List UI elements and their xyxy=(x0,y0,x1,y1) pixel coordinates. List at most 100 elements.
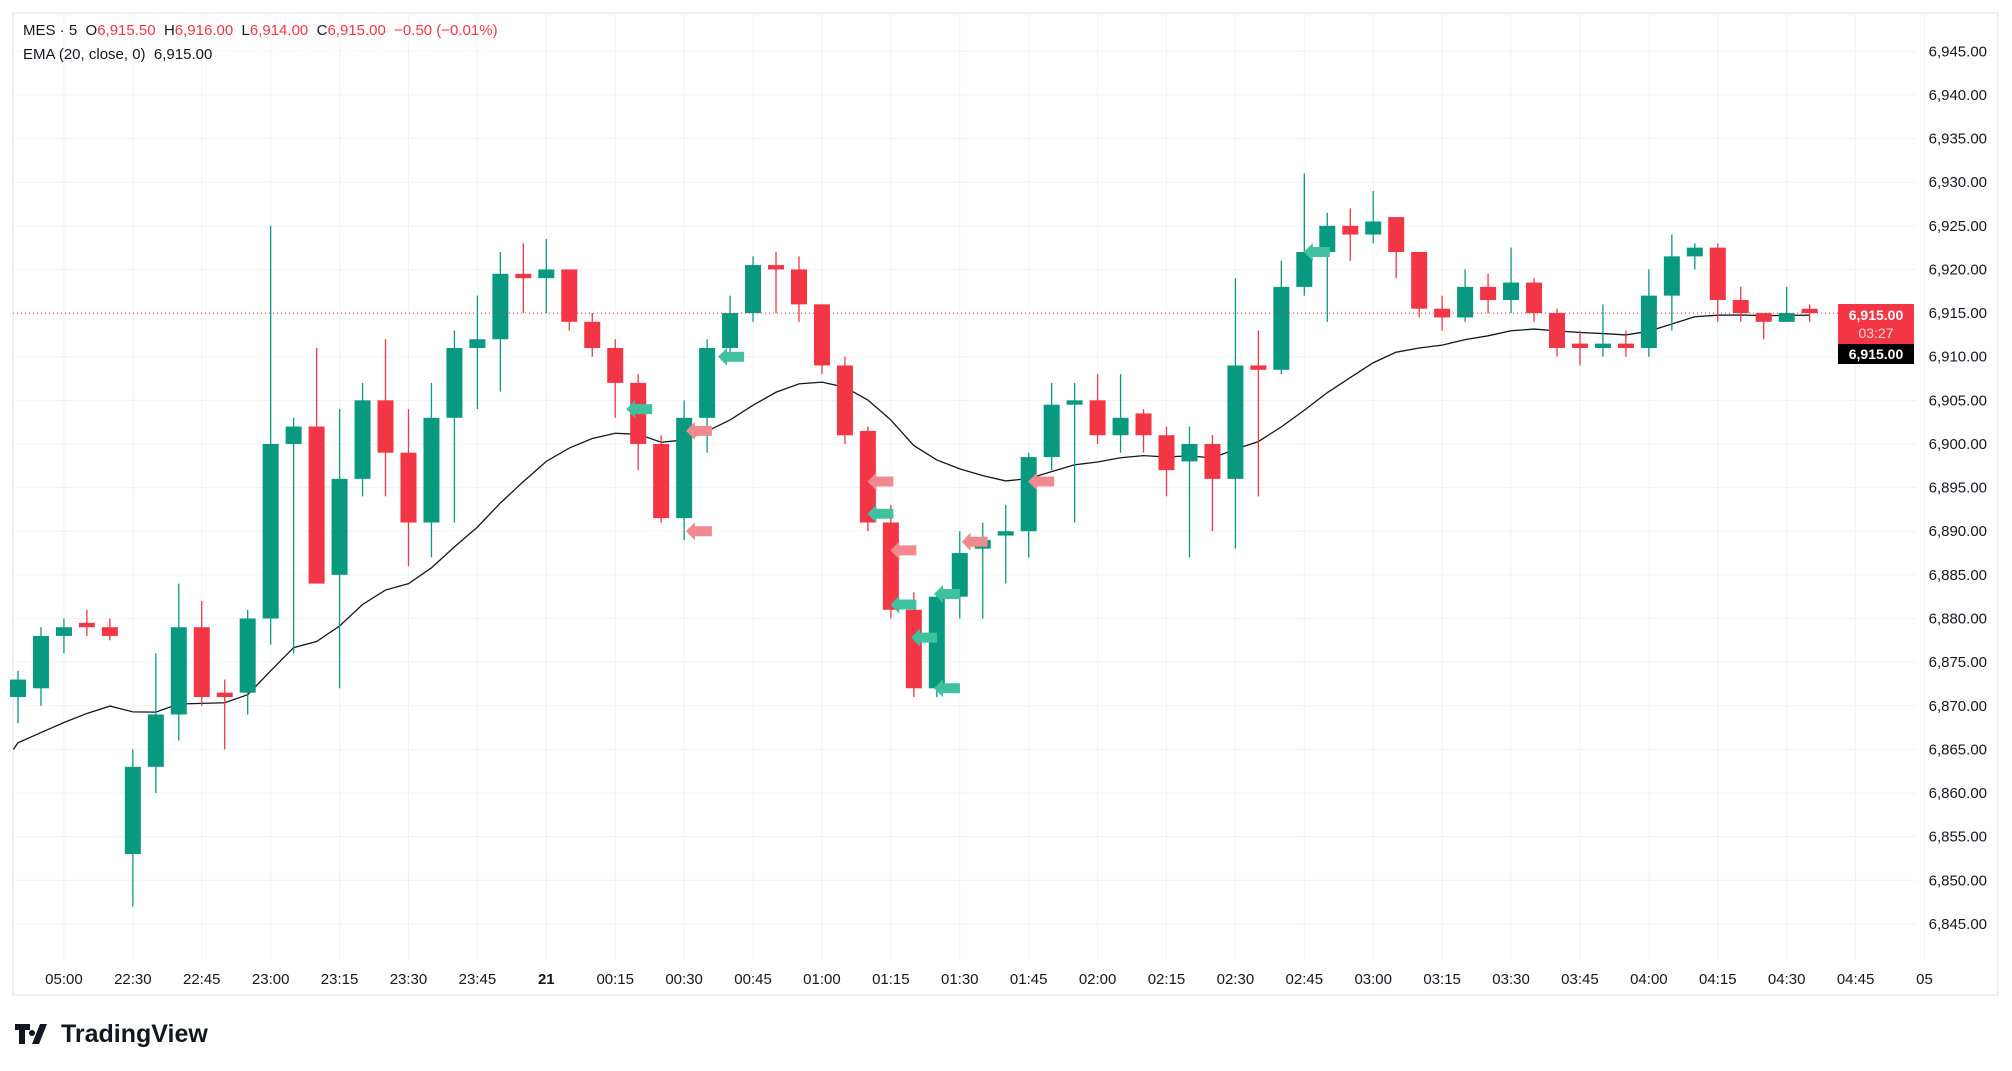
ema-value: 6,915.00 xyxy=(153,46,213,63)
x-tick-label: 04:30 xyxy=(1768,971,1806,988)
candle-up xyxy=(492,273,509,340)
candle-down xyxy=(836,365,853,436)
candle-down xyxy=(1617,343,1634,348)
ema-line xyxy=(12,314,1810,750)
x-tick-label: 01:00 xyxy=(803,971,841,988)
x-tick-label: 03:45 xyxy=(1561,971,1599,988)
y-tick-label: 6,930.00 xyxy=(1929,174,1987,191)
candle-down xyxy=(1250,365,1267,370)
high-value: 6,916.00 xyxy=(174,22,234,39)
y-tick-label: 6,845.00 xyxy=(1929,916,1987,933)
candle-up xyxy=(1043,404,1060,458)
x-tick-label: 04:15 xyxy=(1699,971,1737,988)
candle-up xyxy=(722,313,739,348)
candle-down xyxy=(1732,299,1749,314)
buy-execution-arrow-icon xyxy=(933,585,960,604)
x-tick-label: 03:15 xyxy=(1423,971,1461,988)
candle-up xyxy=(1594,343,1611,348)
y-tick-label: 6,885.00 xyxy=(1929,567,1987,584)
sell-execution-arrow-icon xyxy=(867,472,894,491)
candle-down xyxy=(584,321,601,348)
candle-up xyxy=(745,265,762,314)
candle-up xyxy=(1066,400,1083,405)
candle-down xyxy=(1158,435,1175,471)
y-tick-label: 6,945.00 xyxy=(1929,43,1987,60)
tradingview-logo-icon xyxy=(15,1023,47,1044)
candle-down xyxy=(1434,308,1451,318)
candle-down xyxy=(905,609,922,689)
sell-execution-arrow-icon xyxy=(890,541,917,560)
x-tick-label: 02:30 xyxy=(1217,971,1255,988)
candle-up xyxy=(699,347,716,418)
x-tick-label: 02:45 xyxy=(1286,971,1324,988)
candle-down xyxy=(1135,413,1152,436)
y-tick-label: 6,925.00 xyxy=(1929,218,1987,235)
candle-up xyxy=(331,478,348,575)
candle-up xyxy=(538,269,555,279)
symbol[interactable]: MES · 5 xyxy=(23,22,78,39)
candle-up xyxy=(423,417,440,523)
candle-up xyxy=(997,531,1014,536)
last-price: 6,915.00 xyxy=(1848,307,1904,323)
y-tick-label: 6,895.00 xyxy=(1929,480,1987,497)
buy-execution-arrow-icon xyxy=(1303,242,1330,261)
y-tick-label: 6,875.00 xyxy=(1929,654,1987,671)
candle-down xyxy=(768,265,785,270)
brand-name: TradingView xyxy=(61,1020,208,1048)
candle-up xyxy=(147,714,164,767)
candle-down xyxy=(790,269,807,305)
candle-up xyxy=(1319,225,1336,252)
x-tick-label: 00:15 xyxy=(596,971,634,988)
candle-up xyxy=(239,618,256,693)
candle-up xyxy=(10,679,26,698)
buy-execution-arrow-icon xyxy=(867,504,894,523)
candle-up xyxy=(1457,286,1474,318)
sell-execution-arrow-icon xyxy=(1028,472,1055,491)
candle-down xyxy=(1548,313,1565,348)
candle-up xyxy=(262,443,279,619)
last-price-label: 6,915.00 03:27 xyxy=(1838,304,1914,344)
x-tick-label: 01:45 xyxy=(1010,971,1048,988)
x-tick-label: 03:30 xyxy=(1492,971,1530,988)
open-value: 6,915.50 xyxy=(97,22,156,39)
candle-down xyxy=(1342,225,1359,235)
y-tick-label: 6,935.00 xyxy=(1929,131,1987,148)
candle-up xyxy=(124,766,141,855)
candle-up xyxy=(1227,365,1244,479)
candle-down xyxy=(882,522,899,610)
candle-up xyxy=(951,553,968,597)
candle-down xyxy=(1204,443,1221,479)
candle-up xyxy=(1686,247,1703,257)
low-value: 6,914.00 xyxy=(249,22,309,39)
low-label: L xyxy=(241,22,250,39)
candle-up xyxy=(1365,221,1382,235)
candle-up xyxy=(32,635,49,689)
candle-down xyxy=(377,400,394,453)
sell-execution-arrow-icon xyxy=(685,522,712,541)
x-tick-label: 04:00 xyxy=(1630,971,1668,988)
candle-down xyxy=(653,443,670,519)
sell-execution-arrow-icon xyxy=(961,532,988,551)
x-tick-label: 05 xyxy=(1916,971,1933,988)
candle-up xyxy=(1503,282,1520,300)
candle-up xyxy=(1296,251,1313,287)
y-tick-label: 6,860.00 xyxy=(1929,785,1987,802)
candle-up xyxy=(354,400,371,479)
buy-execution-arrow-icon xyxy=(890,595,917,614)
candle-down xyxy=(1089,400,1106,436)
ema-legend[interactable]: EMA (20, close, 0) 6,915.00 xyxy=(23,46,212,63)
tradingview-logo[interactable]: TradingView xyxy=(15,1020,208,1049)
y-tick-label: 6,855.00 xyxy=(1929,829,1987,846)
x-tick-label: 02:15 xyxy=(1148,971,1186,988)
y-tick-label: 6,880.00 xyxy=(1929,610,1987,627)
candle-down xyxy=(1388,217,1405,252)
buy-execution-arrow-icon xyxy=(933,679,960,698)
candle-down xyxy=(1411,251,1428,309)
candle-up xyxy=(1778,313,1795,322)
change-value: −0.50 (−0.01%) xyxy=(394,22,498,39)
candle-down xyxy=(193,627,210,698)
open-label: O xyxy=(85,22,98,39)
y-tick-label: 6,940.00 xyxy=(1929,87,1987,104)
candle-up xyxy=(1181,443,1198,462)
